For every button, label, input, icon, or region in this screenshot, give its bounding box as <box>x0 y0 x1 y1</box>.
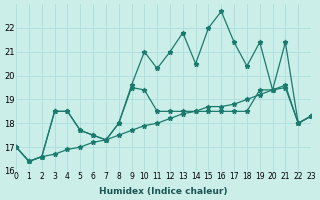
X-axis label: Humidex (Indice chaleur): Humidex (Indice chaleur) <box>99 187 228 196</box>
